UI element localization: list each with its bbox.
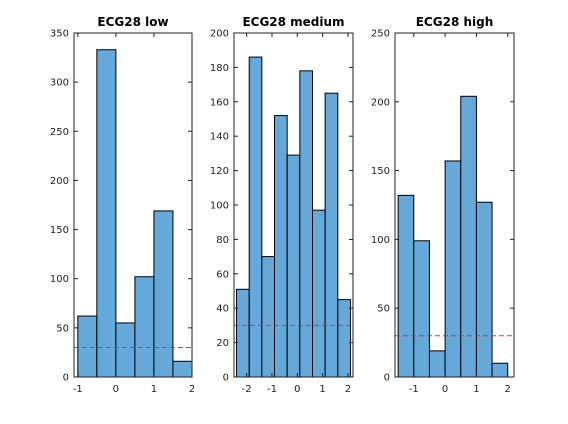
x-tick-label: 1 [151,384,157,395]
y-tick-label: 350 [50,29,69,40]
x-tick-label: 0 [113,384,119,395]
histogram-bar [428,350,446,378]
y-tick-label: 100 [371,235,390,246]
x-tick-label: -2 [242,384,252,395]
histogram-bar [115,322,136,378]
axes-border [73,32,193,378]
histogram-bar [413,240,430,378]
x-tick-label: 0 [442,384,448,395]
histogram-bar [96,49,117,378]
histogram-bar [397,194,415,378]
histogram-bar [236,288,250,378]
x-tick-label: 1 [473,384,479,395]
histogram-panel-1: 0 50 100 150 200 250 300 350 -1 0 1 2 ECG28 low [50,15,195,395]
histogram-bar [274,115,288,378]
y-tick-label: 250 [50,127,69,138]
y-tick-label: 100 [50,274,69,285]
histogram-bar [248,56,263,378]
histogram-bar [337,299,351,378]
histogram-bar [475,201,493,378]
x-tick-label: -1 [73,384,83,395]
y-tick-label: 60 [216,269,229,280]
y-tick-label: 50 [56,323,69,334]
axes-border [394,32,515,378]
chart-title: ECG28 medium [242,15,344,29]
x-tick-label: 2 [345,384,351,395]
y-tick-label: 250 [371,29,390,40]
histogram-bar [134,276,155,378]
histogram-bar [299,70,313,378]
y-tick-label: 180 [210,63,229,74]
x-tick-label: -1 [409,384,419,395]
y-tick-label: 100 [210,201,229,212]
x-tick-label: 2 [189,384,195,395]
y-tick-label: 200 [371,97,390,108]
y-tick-label: 0 [384,373,390,384]
y-tick-label: 200 [50,176,69,187]
x-tick-label: 0 [294,384,300,395]
chart-title: ECG28 high [416,15,494,29]
chart-title: ECG28 low [97,15,168,29]
histogram-bar [286,154,301,378]
y-tick-label: 40 [216,304,229,315]
histogram-bar [77,315,98,378]
y-tick-label: 50 [377,304,390,315]
histogram-panel-2: 0 20 40 60 80 100 120 140 160 180 200 -2 -1 0 1 2 ECG28 … [210,15,354,395]
y-tick-label: 0 [223,373,229,384]
x-tick-label: 2 [505,384,511,395]
histogram-bar [172,360,193,378]
y-tick-label: 20 [216,338,229,349]
y-tick-label: 120 [210,166,229,177]
y-tick-label: 0 [63,373,69,384]
histogram-bar [311,209,326,378]
y-tick-label: 300 [50,78,69,89]
y-tick-label: 150 [371,166,390,177]
y-tick-label: 140 [210,132,229,143]
histogram-bar [491,362,509,378]
histogram-bar [460,95,477,378]
histogram-bar [261,256,276,378]
histogram-panel-3: 0 50 100 150 200 250 -1 0 1 2 ECG28 high [371,15,515,395]
y-tick-label: 160 [210,97,229,108]
x-tick-label: -1 [267,384,277,395]
y-tick-label: 150 [50,225,69,236]
y-tick-label: 200 [210,29,229,40]
histogram-bar [324,92,339,378]
y-tick-label: 80 [216,235,229,246]
histogram-bar [444,160,462,378]
histogram-bar [153,210,174,378]
x-tick-label: 1 [319,384,325,395]
